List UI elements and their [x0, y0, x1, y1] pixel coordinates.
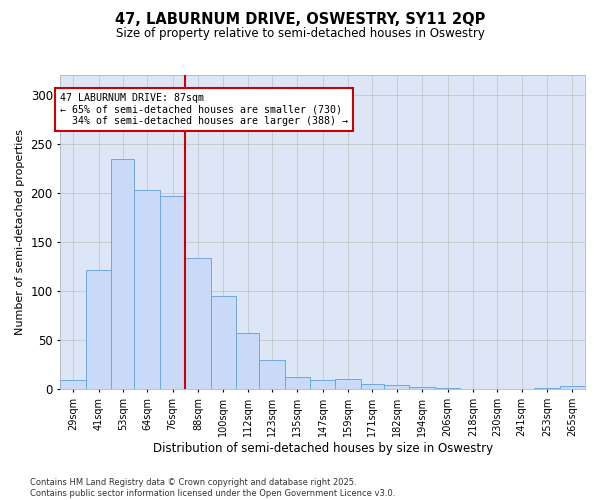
Bar	[361, 384, 384, 390]
Bar	[284, 376, 310, 390]
Y-axis label: Number of semi-detached properties: Number of semi-detached properties	[15, 129, 25, 335]
Bar	[534, 388, 560, 390]
Text: 47 LABURNUM DRIVE: 87sqm
← 65% of semi-detached houses are smaller (730)
  34% o: 47 LABURNUM DRIVE: 87sqm ← 65% of semi-d…	[61, 92, 349, 126]
Bar	[409, 388, 435, 390]
X-axis label: Distribution of semi-detached houses by size in Oswestry: Distribution of semi-detached houses by …	[152, 442, 493, 455]
Text: Contains HM Land Registry data © Crown copyright and database right 2025.
Contai: Contains HM Land Registry data © Crown c…	[30, 478, 395, 498]
Bar	[236, 334, 259, 390]
Text: 47, LABURNUM DRIVE, OSWESTRY, SY11 2QP: 47, LABURNUM DRIVE, OSWESTRY, SY11 2QP	[115, 12, 485, 28]
Bar	[259, 360, 284, 390]
Bar	[560, 386, 585, 390]
Bar	[384, 384, 409, 390]
Bar	[61, 380, 86, 390]
Bar	[185, 258, 211, 390]
Bar	[160, 196, 185, 390]
Text: Size of property relative to semi-detached houses in Oswestry: Size of property relative to semi-detach…	[116, 28, 484, 40]
Bar	[86, 270, 111, 390]
Bar	[134, 190, 160, 390]
Bar	[335, 378, 361, 390]
Bar	[310, 380, 335, 390]
Bar	[211, 296, 236, 390]
Bar	[435, 388, 460, 390]
Bar	[111, 158, 134, 390]
